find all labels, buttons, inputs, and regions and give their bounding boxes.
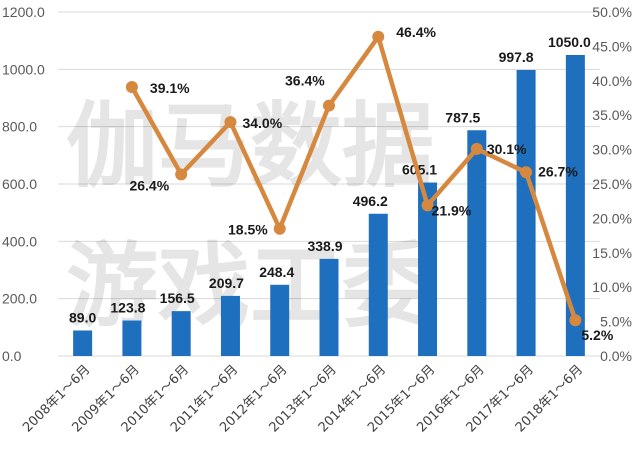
bar (467, 130, 487, 356)
bar-data-label: 496.2 (353, 193, 388, 209)
left-tick-label: 1000.0 (2, 61, 45, 77)
watermark-line-1: 伽马数据 (66, 93, 434, 200)
line-point (323, 99, 335, 112)
left-tick-label: 200.0 (2, 291, 37, 307)
x-axis: 2008年1～6月2009年1～6月2010年1～6月2011年1～6月2012… (20, 362, 586, 435)
right-tick-label: 0.0% (600, 348, 632, 364)
bar-data-label: 787.5 (445, 109, 480, 125)
growth-line (129, 34, 578, 323)
bar (565, 55, 585, 356)
bar-data-labels: 89.0 123.8 156.5 209.7 248.4 338.9 496.2 605.1 7… (69, 34, 591, 325)
bar-series (73, 55, 585, 357)
bar (319, 258, 339, 356)
line-data-label: 36.4% (285, 73, 325, 89)
line-point (569, 314, 582, 327)
left-tick-label: 400.0 (2, 233, 37, 249)
right-tick-label: 45.0% (592, 38, 632, 54)
left-tick-label: 800.0 (2, 119, 37, 135)
line-data-label: 5.2% (581, 327, 613, 343)
right-tick-label: 10.0% (592, 279, 632, 295)
line-data-label: 46.4% (396, 24, 436, 40)
line-point (224, 116, 237, 129)
right-tick-label: 40.0% (592, 73, 632, 89)
bar (122, 320, 142, 356)
line-series (125, 30, 582, 327)
line-point (125, 80, 138, 93)
bar-data-label: 123.8 (110, 300, 145, 316)
line-point (520, 166, 533, 179)
line-data-label: 34.0% (242, 115, 282, 131)
bar-data-label: 156.5 (160, 290, 195, 306)
bar-data-label: 248.4 (259, 264, 294, 280)
line-point (273, 222, 286, 235)
bar (171, 311, 191, 356)
bar-data-label: 209.7 (209, 275, 244, 291)
line-data-label: 21.9% (432, 202, 472, 218)
right-tick-label: 5.0% (600, 314, 632, 330)
gridlines (58, 11, 600, 357)
line-point (421, 199, 434, 212)
bar (270, 284, 290, 356)
bar (73, 330, 93, 356)
line-point (175, 168, 188, 181)
right-tick-label: 50.0% (592, 4, 632, 20)
line-data-label: 18.5% (228, 222, 268, 238)
bar-data-label: 605.1 (402, 162, 437, 178)
left-tick-label: 1200.0 (2, 4, 45, 20)
right-tick-label: 35.0% (592, 107, 632, 123)
left-tick-label: 0.0 (2, 348, 22, 364)
right-tick-label: 30.0% (592, 142, 632, 158)
right-tick-label: 15.0% (592, 245, 632, 261)
bar-data-label: 997.8 (499, 49, 534, 65)
line-data-label: 30.1% (487, 141, 527, 157)
bar (516, 69, 536, 357)
right-tick-label: 20.0% (592, 210, 632, 226)
right-y-axis: 0.0% 5.0% 10.0% 15.0% 20.0% 25.0% 30.0% 35.0% 40… (592, 4, 632, 364)
line-point (372, 30, 385, 43)
line-data-label: 26.7% (538, 163, 578, 179)
bar-data-label: 338.9 (307, 238, 342, 254)
bar-data-label: 1050.0 (548, 34, 591, 50)
bar (368, 213, 388, 356)
line-point (470, 142, 483, 155)
line-data-labels: 39.1% 26.4% 34.0% 18.5% 36.4% 46.4% 21.9% 30.1%… (129, 24, 613, 343)
line-data-label: 39.1% (150, 80, 190, 96)
bar (220, 295, 240, 356)
left-tick-label: 600.0 (2, 176, 37, 192)
left-y-axis: 0.0 200.0 400.0 600.0 800.0 1000.0 1200.0 (2, 4, 45, 364)
right-tick-label: 25.0% (592, 176, 632, 192)
bar-data-label: 89.0 (69, 309, 96, 325)
bar (418, 182, 438, 356)
line-data-label: 26.4% (129, 177, 169, 193)
